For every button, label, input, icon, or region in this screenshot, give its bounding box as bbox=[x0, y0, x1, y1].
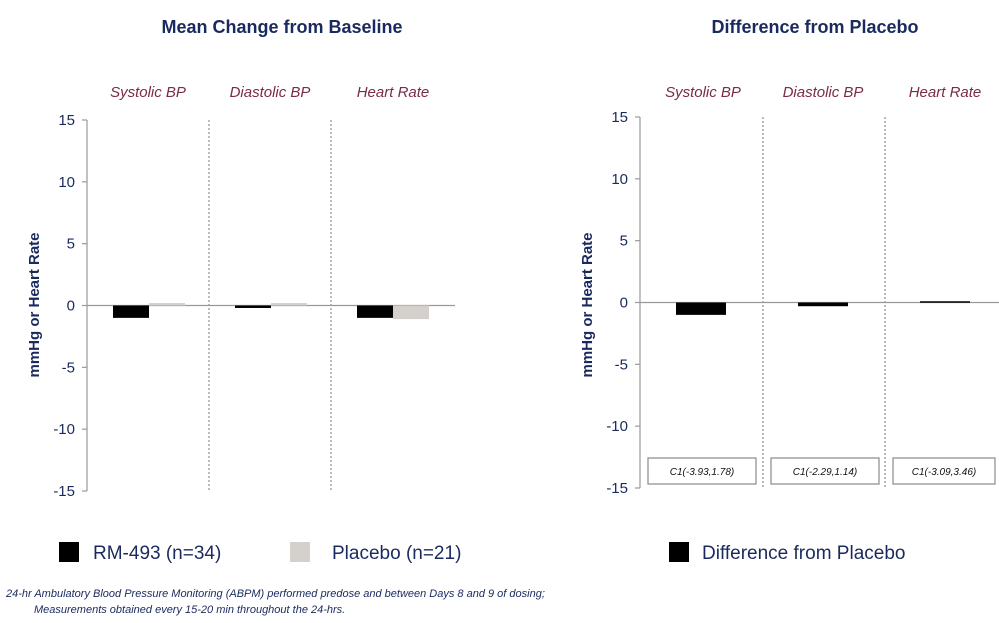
mean-change-chart: Mean Change from Baseline Systolic BP Di… bbox=[26, 17, 455, 500]
y-tick-label: 5 bbox=[620, 233, 628, 250]
panel-label-heart-rate: Heart Rate bbox=[357, 84, 430, 101]
bar-2-diastolic-bp bbox=[271, 303, 307, 306]
y-tick-label: 0 bbox=[67, 298, 75, 315]
chart-title: Mean Change from Baseline bbox=[161, 17, 402, 37]
panel-label-systolic: Systolic BP bbox=[665, 84, 741, 101]
chart-title: Difference from Placebo bbox=[711, 17, 918, 37]
bar-1-diastolic-bp bbox=[235, 305, 271, 308]
footnote: 24-hr Ambulatory Blood Pressure Monitori… bbox=[5, 588, 545, 616]
legend-swatch-difference bbox=[669, 542, 689, 562]
bar-1-heart-rate bbox=[357, 305, 393, 318]
bar-2-systolic-bp bbox=[149, 303, 185, 306]
legend-swatch-placebo bbox=[290, 542, 310, 562]
y-tick-label: 15 bbox=[58, 112, 75, 129]
y-tick-label: 5 bbox=[67, 236, 75, 253]
bar-2-heart-rate bbox=[393, 305, 429, 320]
y-axis-label: mmHg or Heart Rate bbox=[579, 232, 596, 377]
y-tick-label: -5 bbox=[62, 359, 75, 376]
legend-left: RM-493 (n=34) Placebo (n=21) bbox=[59, 542, 461, 564]
y-tick-label: 10 bbox=[611, 171, 628, 188]
y-tick-label: -5 bbox=[615, 356, 628, 373]
legend-right: Difference from Placebo bbox=[669, 542, 905, 564]
panel-label-diastolic: Diastolic BP bbox=[230, 84, 311, 101]
bar-1-heart-rate bbox=[920, 301, 970, 303]
y-axis-label: mmHg or Heart Rate bbox=[26, 232, 43, 377]
y-tick-label: -15 bbox=[606, 480, 628, 497]
ci-label-1: C1(-3.93,1.78) bbox=[670, 467, 734, 478]
y-tick-label: 0 bbox=[620, 295, 628, 312]
panel-label-heart-rate: Heart Rate bbox=[909, 84, 982, 101]
bar-1-systolic-bp bbox=[113, 305, 149, 318]
panel-label-systolic: Systolic BP bbox=[110, 84, 186, 101]
y-tick-label: 15 bbox=[611, 109, 628, 126]
y-tick-label: 10 bbox=[58, 174, 75, 191]
legend-label-difference: Difference from Placebo bbox=[702, 543, 905, 564]
ci-label-2: C1(-2.29,1.14) bbox=[793, 467, 857, 478]
footnote-line-2: Measurements obtained every 15-20 min th… bbox=[34, 604, 345, 616]
footnote-line-1: 24-hr Ambulatory Blood Pressure Monitori… bbox=[5, 588, 545, 600]
legend-swatch-rm493 bbox=[59, 542, 79, 562]
y-tick-label: -10 bbox=[53, 421, 75, 438]
y-tick-label: -15 bbox=[53, 483, 75, 500]
ci-box-3 bbox=[892, 457, 996, 485]
panel-label-diastolic: Diastolic BP bbox=[783, 84, 864, 101]
difference-from-placebo-chart: Difference from Placebo Systolic BP Dias… bbox=[579, 17, 999, 497]
ci-box-1 bbox=[647, 457, 757, 485]
bar-1-diastolic-bp bbox=[798, 302, 848, 307]
ci-label-3: C1(-3.09,3.46) bbox=[912, 467, 976, 478]
legend-label-rm493: RM-493 (n=34) bbox=[93, 543, 221, 564]
legend-label-placebo: Placebo (n=21) bbox=[332, 543, 461, 564]
bar-1-systolic-bp bbox=[676, 302, 726, 315]
y-tick-label: -10 bbox=[606, 418, 628, 435]
ci-box-2 bbox=[770, 457, 880, 485]
